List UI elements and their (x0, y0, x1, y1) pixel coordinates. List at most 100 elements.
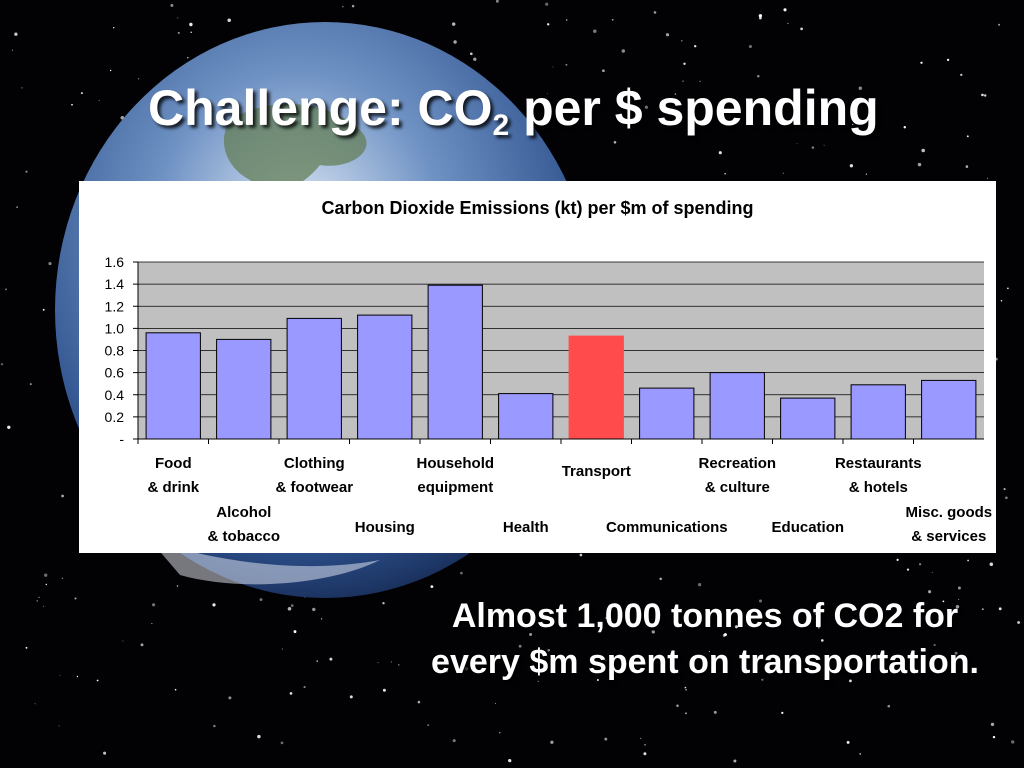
star (417, 700, 421, 704)
x-category-label: Housing (354, 519, 415, 536)
star (280, 741, 284, 745)
star (593, 29, 597, 33)
star (74, 597, 77, 600)
star (643, 752, 647, 756)
star (5, 288, 7, 291)
star (946, 58, 950, 62)
star (349, 695, 353, 699)
star (29, 383, 32, 386)
star (537, 680, 539, 683)
star (759, 16, 762, 20)
star (547, 23, 550, 26)
star (906, 568, 910, 571)
star (34, 703, 36, 705)
bar-communications (639, 387, 695, 440)
star (430, 585, 434, 588)
star (11, 49, 13, 51)
star (665, 33, 670, 37)
star (955, 605, 960, 609)
star (140, 643, 144, 647)
slide-caption: Almost 1,000 tonnes of CO2 for every $m … (431, 597, 979, 681)
earth-cloud (150, 540, 380, 585)
star (933, 643, 936, 647)
star (36, 600, 38, 602)
x-category-label: Education (771, 519, 845, 536)
star (529, 632, 533, 637)
star (1005, 496, 1008, 500)
star (718, 151, 722, 155)
star (44, 573, 48, 577)
bar-food (145, 332, 201, 440)
star (713, 710, 717, 714)
bar-clothing (286, 317, 342, 440)
star (398, 664, 400, 666)
star (453, 40, 457, 44)
star (681, 40, 683, 42)
star (550, 740, 554, 744)
star (998, 23, 1001, 26)
star (858, 86, 862, 90)
star (187, 56, 189, 59)
star (782, 172, 785, 174)
star (986, 177, 989, 179)
star (96, 679, 99, 682)
star (761, 678, 764, 681)
star (390, 661, 392, 663)
y-tick-label: 1.6 (105, 254, 125, 270)
star (928, 590, 932, 594)
star (604, 737, 608, 741)
star (917, 162, 922, 167)
title-main: Challenge: CO (148, 80, 493, 136)
star (565, 63, 568, 66)
star (473, 57, 477, 61)
x-category-label: Clothing & footwear (275, 455, 354, 496)
x-category-label: Communications (605, 519, 728, 536)
star (682, 80, 684, 82)
star (427, 724, 430, 727)
star (76, 675, 79, 678)
bar-housing (357, 314, 413, 440)
star (177, 31, 180, 34)
star (137, 77, 140, 80)
star (613, 141, 617, 144)
star (1017, 621, 1020, 624)
star (653, 11, 657, 14)
star (59, 674, 61, 676)
x-category-label: Health (502, 519, 549, 536)
x-category-label: Transport (561, 463, 631, 480)
star (684, 686, 687, 689)
star (960, 73, 963, 77)
star (151, 622, 153, 625)
star (351, 4, 355, 8)
star (958, 599, 960, 601)
star (887, 704, 891, 708)
star (967, 559, 969, 562)
star (213, 724, 216, 728)
star (683, 62, 686, 65)
star (71, 103, 73, 106)
x-category-label: Misc. goods & services (905, 504, 993, 545)
star (921, 148, 925, 153)
star (708, 651, 710, 653)
star (846, 740, 850, 744)
star (329, 657, 333, 661)
star (190, 31, 192, 33)
star (499, 732, 501, 734)
y-tick-label: 0.2 (105, 409, 125, 425)
star (814, 613, 817, 615)
star (152, 603, 156, 607)
star (920, 61, 923, 64)
earth-landmass (223, 103, 367, 191)
star (821, 639, 824, 642)
star (98, 99, 100, 102)
star (545, 2, 549, 6)
star (289, 692, 293, 695)
star (227, 18, 231, 22)
star (174, 688, 177, 691)
star (611, 18, 614, 21)
star (639, 737, 642, 740)
star (644, 105, 648, 109)
star (320, 618, 323, 620)
star (451, 22, 456, 26)
star (290, 604, 294, 607)
